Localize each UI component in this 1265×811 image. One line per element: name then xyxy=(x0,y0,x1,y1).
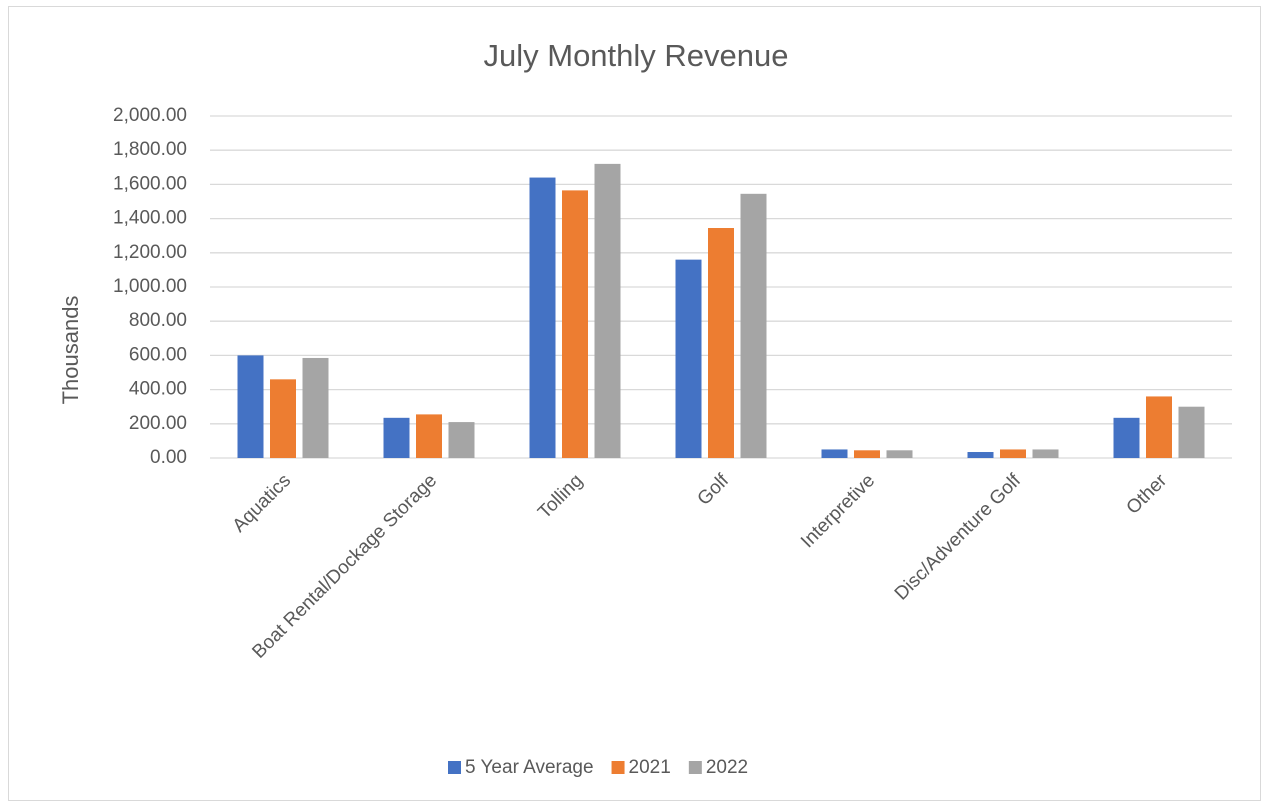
bar xyxy=(1032,449,1059,458)
y-tick-label: 2,000.00 xyxy=(113,105,187,126)
bar xyxy=(416,414,442,458)
y-tick-label: 1,000.00 xyxy=(113,276,187,297)
y-tick-label: 400.00 xyxy=(129,379,187,400)
y-tick-label: 1,400.00 xyxy=(113,208,187,229)
bar xyxy=(594,163,621,458)
bar xyxy=(1000,449,1026,458)
bar xyxy=(675,259,702,458)
legend-label: 2022 xyxy=(706,757,748,778)
y-tick-label: 800.00 xyxy=(129,310,187,331)
bar xyxy=(1146,396,1172,458)
bar xyxy=(270,379,296,458)
y-axis-label: Thousands xyxy=(58,296,83,405)
bar xyxy=(383,417,410,458)
bar xyxy=(448,422,475,458)
y-tick-label: 600.00 xyxy=(129,344,187,365)
bar xyxy=(821,449,848,458)
legend-swatch xyxy=(448,761,461,774)
bar xyxy=(886,450,913,458)
legend-swatch xyxy=(611,761,625,774)
y-tick-label: 0.00 xyxy=(150,447,187,468)
bar xyxy=(1178,406,1205,458)
bar xyxy=(562,190,588,458)
bar xyxy=(740,193,767,458)
y-tick-label: 200.00 xyxy=(129,413,187,434)
bar xyxy=(967,452,994,458)
y-tick-label: 1,200.00 xyxy=(113,242,187,263)
bar xyxy=(708,228,734,458)
y-tick-label: 1,600.00 xyxy=(113,173,187,194)
legend-label: 5 Year Average xyxy=(465,757,594,778)
legend-swatch xyxy=(688,761,702,774)
bar xyxy=(302,357,329,458)
bar xyxy=(237,355,264,458)
legend-label: 2021 xyxy=(629,757,671,778)
bar xyxy=(854,450,880,458)
chart-title: July Monthly Revenue xyxy=(484,38,789,73)
y-tick-label: 1,800.00 xyxy=(113,139,187,160)
bar xyxy=(529,177,556,458)
bar xyxy=(1113,417,1140,458)
chart-border xyxy=(8,6,1261,801)
